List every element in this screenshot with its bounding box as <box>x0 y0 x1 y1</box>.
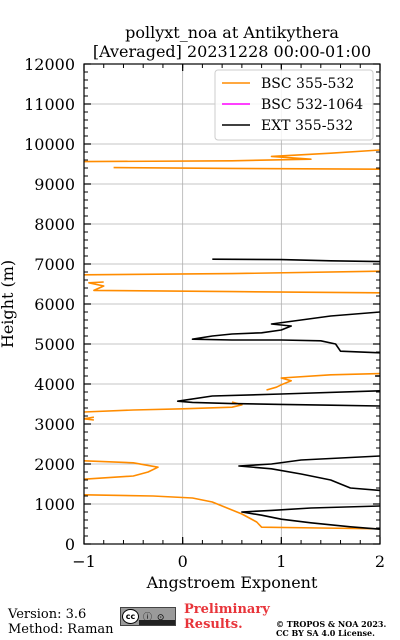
y-tick-label: 8000 <box>34 215 75 234</box>
preliminary-note: Preliminary Results. <box>184 602 270 632</box>
y-tick-label: 12000 <box>24 55 75 74</box>
x-axis-label: Angstroem Exponent <box>146 573 318 592</box>
by-sa-icon: ⓘ ⊙ <box>143 613 166 623</box>
preliminary-line-1: Preliminary <box>184 602 270 617</box>
axis-ticks: −1 0 1 201000200030004000500060007000800090… <box>24 55 385 571</box>
y-tick-label: 9000 <box>34 175 75 194</box>
y-tick-label: 3000 <box>34 415 75 434</box>
legend-label-1: BSC 355-532 <box>261 76 354 92</box>
x-tick-label: −1 <box>72 552 96 571</box>
legend-label-3: EXT 355-532 <box>261 118 353 134</box>
chart-title: pollyxt_noa at Antikythera <box>125 23 339 42</box>
license-note: © TROPOS & NOA 2023. CC BY SA 4.0 Licens… <box>276 620 386 638</box>
preliminary-line-2: Results. <box>184 617 243 632</box>
license-line-1: © TROPOS & NOA 2023. <box>276 619 387 629</box>
cc-license-badge: cc ⓘ ⊙ <box>120 607 176 626</box>
series-line-1 <box>84 149 380 530</box>
legend: BSC 355-532 BSC 532-1064 EXT 355-532 <box>214 69 374 141</box>
chart-subtitle: [Averaged] 20231228 00:00-01:00 <box>93 42 371 61</box>
x-tick-label: 2 <box>375 552 385 571</box>
y-tick-label: 0 <box>65 535 75 554</box>
license-line-2: CC BY SA 4.0 License. <box>276 628 375 638</box>
y-axis-label: Height (m) <box>0 260 17 348</box>
y-tick-label: 5000 <box>34 335 75 354</box>
method-text: Method: Raman <box>8 622 114 637</box>
y-tick-label: 2000 <box>34 455 75 474</box>
y-tick-label: 10000 <box>24 135 75 154</box>
y-tick-label: 1000 <box>34 495 75 514</box>
legend-box <box>214 69 374 141</box>
y-tick-label: 7000 <box>34 255 75 274</box>
angstroem-profile-chart: pollyxt_noa at Antikythera [Averaged] 20… <box>0 23 385 592</box>
cc-icon: cc <box>122 609 139 624</box>
x-tick-label: 1 <box>276 552 286 571</box>
legend-label-2: BSC 532-1064 <box>261 97 363 113</box>
version-text: Version: 3.6 <box>8 607 87 622</box>
y-tick-label: 11000 <box>24 95 75 114</box>
y-tick-label: 4000 <box>34 375 75 394</box>
plot-series <box>84 149 380 530</box>
series-line-3 <box>176 258 380 530</box>
y-tick-label: 6000 <box>34 295 75 314</box>
x-tick-label: 0 <box>178 552 188 571</box>
